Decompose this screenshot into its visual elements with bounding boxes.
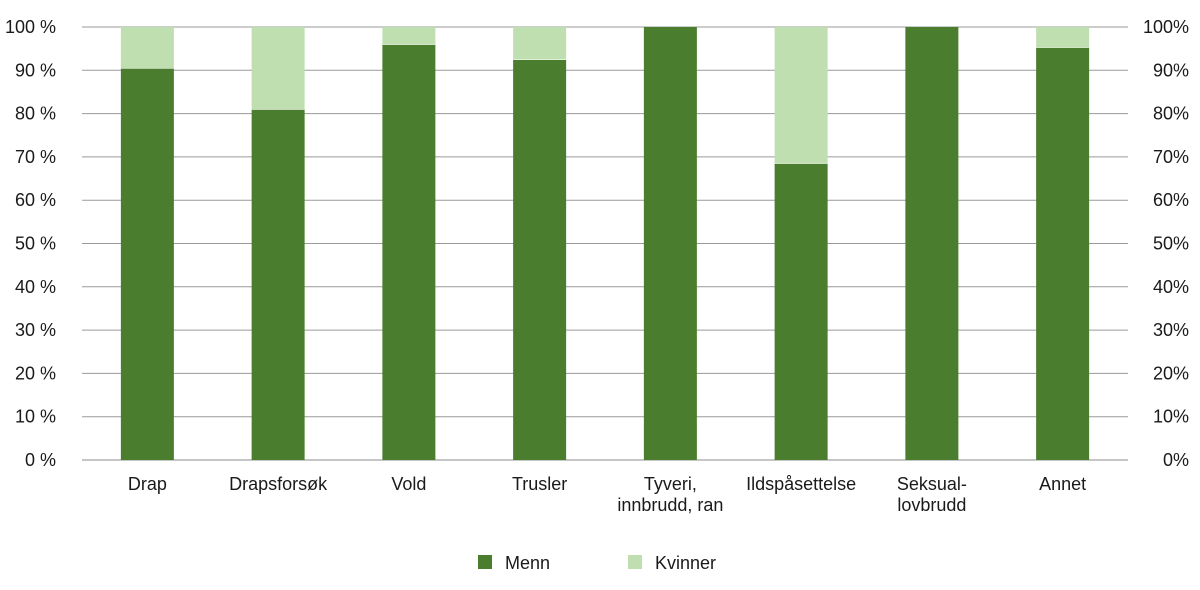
legend-label-menn: Menn xyxy=(505,553,550,573)
y-tick-label-right: 10% xyxy=(1153,407,1189,427)
y-axis-left: 0 % 10 % 20 % 30 % 40 % 50 % 60 % 70 % 80 % 90 % 1… xyxy=(5,17,56,470)
bar-segment-menn xyxy=(382,44,436,460)
x-category-label: Tyveri, innbrudd, ran xyxy=(617,474,723,515)
x-category-label-line: Drap xyxy=(128,474,167,494)
bar-segment-kvinner xyxy=(120,27,174,69)
x-category-label-line: lovbrudd xyxy=(897,495,966,515)
bar-segment-kvinner xyxy=(1036,27,1090,48)
x-category-label: Ildspåsettelse xyxy=(746,474,856,494)
bar-segment-kvinner xyxy=(513,27,567,60)
bar-segment-menn xyxy=(905,27,959,460)
bar-segment-kvinner xyxy=(382,27,436,45)
x-category-label-line: Seksual- xyxy=(897,474,967,494)
y-tick-label-right: 40% xyxy=(1153,277,1189,297)
y-tick-label-left: 20 % xyxy=(15,363,56,383)
legend-swatch-kvinner xyxy=(628,555,642,569)
x-category-label-line: Vold xyxy=(391,474,426,494)
bar-segment-menn xyxy=(774,163,828,460)
bar-segment-menn xyxy=(513,59,567,460)
x-category-label: Seksual-lovbrudd xyxy=(897,474,967,515)
y-tick-label-right: 100% xyxy=(1143,17,1189,37)
y-tick-label-right: 70% xyxy=(1153,147,1189,167)
bar-segment-menn xyxy=(1036,47,1090,460)
x-category-label-line: Annet xyxy=(1039,474,1086,494)
y-tick-label-right: 80% xyxy=(1153,104,1189,124)
x-category-label-line: Trusler xyxy=(512,474,567,494)
bars xyxy=(120,27,1090,461)
y-tick-label-right: 90% xyxy=(1153,60,1189,80)
bar-segment-menn xyxy=(120,68,174,460)
y-tick-label-left: 10 % xyxy=(15,407,56,427)
legend: Menn Kvinner xyxy=(478,553,716,573)
y-axis-right: 0% 10% 20% 30% 40% 50% 60% 70% 80% 90% 100% xyxy=(1143,17,1189,470)
y-tick-label-left: 90 % xyxy=(15,60,56,80)
bar-segment-kvinner xyxy=(251,27,305,110)
gridlines xyxy=(82,26,1128,461)
y-tick-label-left: 40 % xyxy=(15,277,56,297)
x-category-label: Trusler xyxy=(512,474,567,494)
y-tick-label-right: 20% xyxy=(1153,363,1189,383)
y-tick-label-left: 60 % xyxy=(15,190,56,210)
legend-swatch-menn xyxy=(478,555,492,569)
x-category-label: Drapsforsøk xyxy=(229,474,328,494)
y-tick-label-right: 30% xyxy=(1153,320,1189,340)
x-category-label-line: Drapsforsøk xyxy=(229,474,328,494)
y-tick-label-left: 30 % xyxy=(15,320,56,340)
x-category-label: Vold xyxy=(391,474,426,494)
bar-segment-menn xyxy=(251,109,305,461)
bar-segment-kvinner xyxy=(774,27,828,164)
x-category-label-line: innbrudd, ran xyxy=(617,495,723,515)
y-tick-label-left: 0 % xyxy=(25,450,56,470)
legend-label-kvinner: Kvinner xyxy=(655,553,716,573)
y-tick-label-right: 60% xyxy=(1153,190,1189,210)
y-tick-label-left: 80 % xyxy=(15,104,56,124)
y-tick-label-left: 100 % xyxy=(5,17,56,37)
x-category-label: Drap xyxy=(128,474,167,494)
y-tick-label-left: 70 % xyxy=(15,147,56,167)
x-category-label-line: Ildspåsettelse xyxy=(746,474,856,494)
y-tick-label-right: 50% xyxy=(1153,234,1189,254)
x-category-label-line: Tyveri, xyxy=(644,474,697,494)
y-tick-label-left: 50 % xyxy=(15,234,56,254)
x-category-label: Annet xyxy=(1039,474,1086,494)
bar-segment-menn xyxy=(643,27,697,460)
x-axis: Drap Drapsforsøk Vold Trusler Tyveri, innbrud… xyxy=(128,474,1086,515)
y-tick-label-right: 0% xyxy=(1163,450,1189,470)
